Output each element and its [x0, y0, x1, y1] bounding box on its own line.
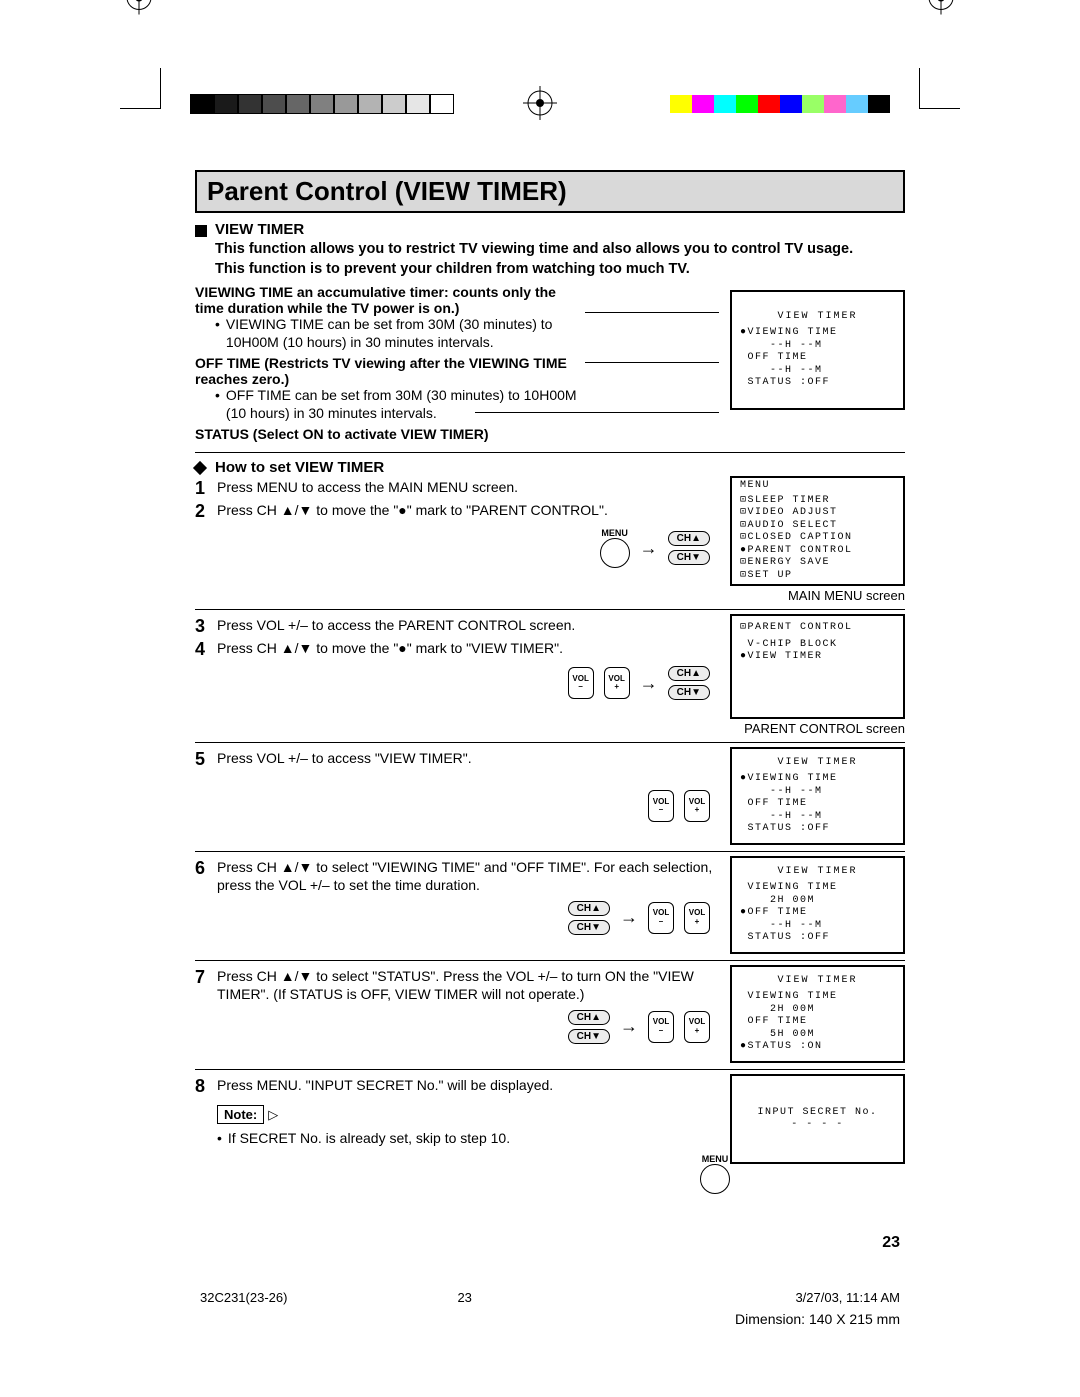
arrow-icon: → — [620, 907, 638, 928]
note-label: Note: — [217, 1105, 264, 1124]
arrow-icon: → — [640, 673, 658, 694]
ch-down-button-icon: CH▼ — [568, 1029, 610, 1044]
vol-plus-button-icon: VOL+ — [684, 790, 710, 822]
step-4: Press CH ▲/▼ to move the "●" mark to "VI… — [217, 639, 730, 657]
step-1: Press MENU to access the MAIN MENU scree… — [217, 478, 730, 496]
color-bar — [670, 95, 890, 113]
vol-minus-button-icon: VOL– — [568, 667, 594, 699]
intro-text: This function is to prevent your childre… — [215, 260, 905, 278]
vol-plus-button-icon: VOL+ — [684, 1011, 710, 1043]
ch-up-button-icon: CH▲ — [568, 1010, 610, 1025]
leader-line — [585, 362, 719, 363]
howto-title: How to set VIEW TIMER — [215, 459, 384, 476]
arrow-icon: → — [640, 538, 658, 559]
menu-label: MENU — [600, 528, 630, 538]
leader-line — [585, 312, 719, 313]
section-bullet-icon — [195, 225, 207, 237]
ch-up-button-icon: CH▲ — [668, 531, 710, 546]
section-title: VIEW TIMER — [215, 221, 304, 238]
step-6: Press CH ▲/▼ to select "VIEWING TIME" an… — [217, 858, 730, 894]
ch-down-button-icon: CH▼ — [668, 685, 710, 700]
ch-up-button-icon: CH▲ — [568, 901, 610, 916]
dimension-note: Dimension: 140 X 215 mm — [735, 1311, 900, 1327]
step-8: Press MENU. "INPUT SECRET No." will be d… — [217, 1076, 730, 1094]
footer-doc: 32C231(23-26) — [200, 1290, 287, 1305]
menu-button-icon — [600, 538, 630, 568]
diamond-bullet-icon — [193, 461, 207, 475]
step-7: Press CH ▲/▼ to select "STATUS". Press t… — [217, 967, 730, 1003]
registration-mark-icon — [924, 0, 958, 20]
osd-view-timer: VIEW TIMER VIEWING TIME 2H 00M OFF TIME … — [730, 965, 905, 1063]
page-title: Parent Control (VIEW TIMER) — [195, 170, 905, 213]
step-5: Press VOL +/– to access "VIEW TIMER". — [217, 749, 730, 767]
step-3: Press VOL +/– to access the PARENT CONTR… — [217, 616, 730, 634]
menu-button-icon — [700, 1164, 730, 1194]
viewing-time-body: VIEWING TIME can be set from 30M (30 min… — [226, 316, 585, 351]
ch-down-button-icon: CH▼ — [668, 550, 710, 565]
menu-label: MENU — [700, 1154, 730, 1164]
vol-plus-button-icon: VOL+ — [684, 902, 710, 934]
osd-view-timer: VIEW TIMER VIEWING TIME 2H 00M ●OFF TIME… — [730, 856, 905, 954]
vol-plus-button-icon: VOL+ — [604, 667, 630, 699]
step-2: Press CH ▲/▼ to move the "●" mark to "PA… — [217, 501, 730, 519]
footer-page: 23 — [457, 1290, 471, 1305]
vol-minus-button-icon: VOL– — [648, 1011, 674, 1043]
status-heading: STATUS (Select ON to activate VIEW TIMER… — [195, 426, 585, 442]
vol-minus-button-icon: VOL– — [648, 790, 674, 822]
vol-minus-button-icon: VOL– — [648, 902, 674, 934]
footer-date: 3/27/03, 11:14 AM — [795, 1290, 900, 1305]
viewing-time-heading: VIEWING TIME an accumulative timer: coun… — [195, 284, 581, 316]
ch-down-button-icon: CH▼ — [568, 920, 610, 935]
registration-mark-icon — [523, 86, 557, 125]
osd-caption: PARENT CONTROL screen — [730, 721, 905, 736]
osd-view-timer: VIEW TIMER ●VIEWING TIME --H --M OFF TIM… — [730, 747, 905, 845]
off-time-body: OFF TIME can be set from 30M (30 minutes… — [226, 387, 585, 422]
note-text: If SECRET No. is already set, skip to st… — [228, 1130, 510, 1148]
osd-view-timer: VIEW TIMER ●VIEWING TIME --H --M OFF TIM… — [730, 290, 905, 410]
grayscale-bar — [190, 94, 454, 114]
page-number: 23 — [882, 1234, 900, 1252]
off-time-heading: OFF TIME (Restricts TV viewing after the… — [195, 355, 581, 387]
osd-caption: MAIN MENU screen — [730, 588, 905, 603]
osd-parent-control: ⊡PARENT CONTROL V-CHIP BLOCK ●VIEW TIMER — [730, 614, 905, 719]
leader-line — [475, 412, 719, 413]
crop-mark — [120, 68, 161, 109]
ch-up-button-icon: CH▲ — [668, 666, 710, 681]
registration-mark-icon — [122, 0, 156, 20]
crop-mark — [919, 68, 960, 109]
osd-secret-input: INPUT SECRET No. - - - - — [730, 1074, 905, 1164]
intro-text: This function allows you to restrict TV … — [215, 240, 905, 258]
footer: 32C231(23-26) 23 3/27/03, 11:14 AM — [200, 1290, 900, 1305]
note-triangle-icon: ▷ — [268, 1107, 278, 1122]
arrow-icon: → — [620, 1016, 638, 1037]
osd-main-menu: MENU ⊡SLEEP TIMER ⊡VIDEO ADJUST ⊡AUDIO S… — [730, 476, 905, 586]
